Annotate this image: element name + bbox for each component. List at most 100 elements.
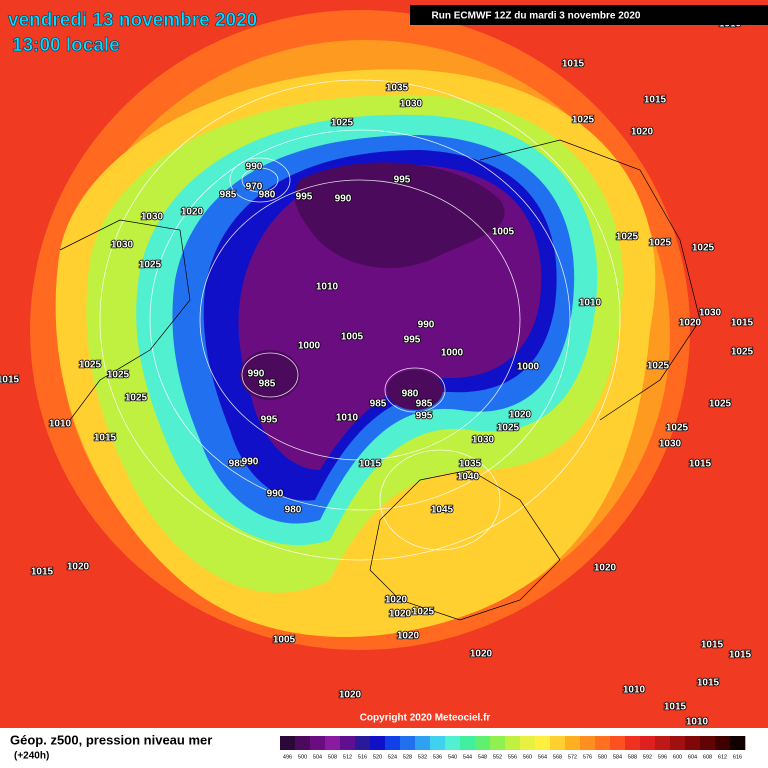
colorbar-swatch [535,736,551,750]
isobar-label: 1000 [441,348,464,359]
colorbar-swatch [445,736,461,750]
colorbar-swatch [505,736,521,750]
colorbar-swatch [325,736,341,750]
colorbar-swatch [580,736,596,750]
isobar-label: 1015 [562,59,585,70]
isobar-label: 990 [267,489,284,500]
colorbar-swatch [625,736,641,750]
colorbar-swatch [685,736,701,750]
colorbar-label: 496 [283,754,292,760]
isobar-label: 990 [242,457,259,468]
colorbar-label: 500 [298,754,307,760]
colorbar-swatch [310,736,326,750]
colorbar-swatch [280,736,296,750]
isobar-label: 1025 [572,115,595,126]
run-info: Run ECMWF 12Z du mardi 3 novembre 2020 [432,11,641,22]
isobar-label: 1025 [616,232,639,243]
isobar-label: 1020 [397,631,420,642]
isobar-label: 1000 [298,341,321,352]
colorbar-swatch [340,736,356,750]
isobar-label: 990 [418,320,435,331]
colorbar-swatch [655,736,671,750]
colorbar-label: 592 [643,754,652,760]
isobar-label: 1010 [579,298,602,309]
colorbar-label: 524 [388,754,397,760]
isobar-label: 990 [335,194,352,205]
isobar-label: 1025 [139,260,162,271]
isobar-label: 1015 [697,678,720,689]
colorbar-label: 508 [328,754,337,760]
colorbar-label: 608 [703,754,712,760]
isobar-label: 995 [394,175,411,186]
colorbar-label: 604 [688,754,697,760]
colorbar-swatch [700,736,716,750]
colorbar-swatch [430,736,446,750]
colorbar-label: 612 [718,754,727,760]
isobar-label: 1035 [459,459,482,470]
isobar-label: 1020 [181,207,204,218]
colorbar-label: 584 [613,754,622,760]
isobar-label: 980 [259,190,276,201]
isobar-label: 1030 [659,439,682,450]
isobar-label: 1015 [701,640,724,651]
colorbar-label: 516 [358,754,367,760]
isobar-label: 1010 [316,282,339,293]
isobar-label: 1005 [492,227,515,238]
isobar-label: 1010 [49,419,72,430]
colorbar-label: 556 [508,754,517,760]
colorbar-swatch [520,736,536,750]
isobar-label: 1005 [273,635,296,646]
colorbar-swatch [355,736,371,750]
isobar-label: 1020 [67,562,90,573]
isobar-label: 1010 [336,413,359,424]
colorbar-swatch [475,736,491,750]
colorbar-swatch [490,736,506,750]
isobar-label: 1030 [400,99,423,110]
colorbar-label: 512 [343,754,352,760]
colorbar-swatch [400,736,416,750]
colorbar-swatch [610,736,626,750]
title: vendredi 13 novembre 2020 [8,10,257,31]
colorbar-swatch [730,736,746,750]
isobar-label: 1015 [644,95,667,106]
isobar-label: 1015 [689,459,712,470]
isobar-label: 1025 [331,118,354,129]
colorbar-label: 504 [313,754,322,760]
isobar-label: 1035 [386,83,409,94]
isobar-label: 1015 [731,318,754,329]
isobar-label: 1025 [497,423,520,434]
isobar-label: 970 [246,182,263,193]
isobar-label: 980 [285,505,302,516]
isobar-label: 1025 [79,360,102,371]
isobars [99,79,621,561]
isobar-labels: 1035103010251015101510251020990970980985… [0,18,754,729]
isobar-label: 1010 [686,717,709,728]
run-info-box [410,5,768,25]
isobar-label: 1030 [699,308,722,319]
isobar-label: 995 [261,415,278,426]
colorbar-swatch [415,736,431,750]
isobar-label: 1015 [0,375,20,386]
isobar-label: 1025 [692,243,715,254]
colorbar-label: 616 [733,754,742,760]
colorbar-label: 588 [628,754,637,760]
isobar-label: 1020 [339,690,362,701]
colorbar-label: 572 [568,754,577,760]
footer-label: Géop. z500, pression niveau mer [10,732,212,747]
isobar-label: 1015 [664,702,687,713]
height-field [0,0,768,728]
isobar-label: 1025 [647,361,670,372]
isobar-label: 1020 [594,563,617,574]
subtitle: 13:00 locale [12,35,120,56]
colorbar-label: 580 [598,754,607,760]
isobar-label: 1025 [731,347,754,358]
isobar-label: 1020 [509,410,532,421]
isobar-label: 1030 [111,240,134,251]
colorbar-label: 576 [583,754,592,760]
colorbar-label: 520 [373,754,382,760]
lead-time: (+240h) [14,751,49,762]
colorbar-label: 564 [538,754,547,760]
coastlines [59,139,701,621]
